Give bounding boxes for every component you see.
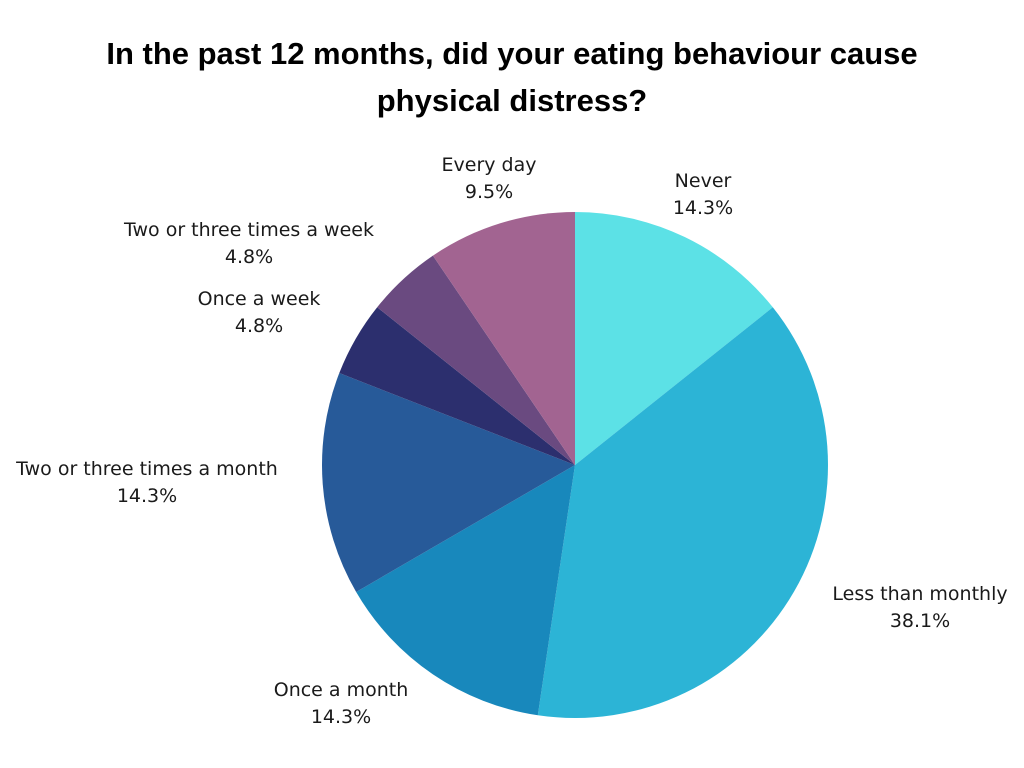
slice-label-never: Never — [675, 170, 732, 192]
slice-value-label-never: 14.3% — [673, 197, 733, 219]
slice-value-label-less-than-monthly: 38.1% — [890, 610, 950, 632]
slice-label-two-or-three-times-a-month: Two or three times a month — [15, 458, 278, 480]
slice-label-less-than-monthly: Less than monthly — [832, 583, 1007, 605]
slice-label-every-day: Every day — [442, 154, 537, 176]
slice-value-label-every-day: 9.5% — [465, 181, 513, 203]
slice-value-label-two-or-three-times-a-month: 14.3% — [117, 485, 177, 507]
slice-label-once-a-week: Once a week — [198, 288, 321, 310]
slice-value-label-two-or-three-times-a-week: 4.8% — [225, 246, 273, 268]
pie-slice-every-day — [432, 212, 575, 465]
pie-slice-once-a-week — [339, 307, 575, 465]
pie-slice-never — [575, 212, 773, 465]
slice-value-label-once-a-month: 14.3% — [311, 706, 371, 728]
slice-label-two-or-three-times-a-week: Two or three times a week — [123, 219, 374, 241]
pie-slice-once-a-month — [356, 465, 575, 716]
slice-value-label-once-a-week: 4.8% — [235, 315, 283, 337]
chart-title-line-1: In the past 12 months, did your eating b… — [106, 36, 918, 71]
pie-slice-less-than-monthly — [537, 307, 828, 718]
pie-slice-two-or-three-times-a-month — [322, 373, 575, 592]
chart-title: In the past 12 months, did your eating b… — [0, 30, 1024, 124]
chart-title-line-2: physical distress? — [376, 83, 648, 118]
pie-slice-two-or-three-times-a-week — [377, 255, 575, 465]
slice-label-once-a-month: Once a month — [274, 679, 409, 701]
